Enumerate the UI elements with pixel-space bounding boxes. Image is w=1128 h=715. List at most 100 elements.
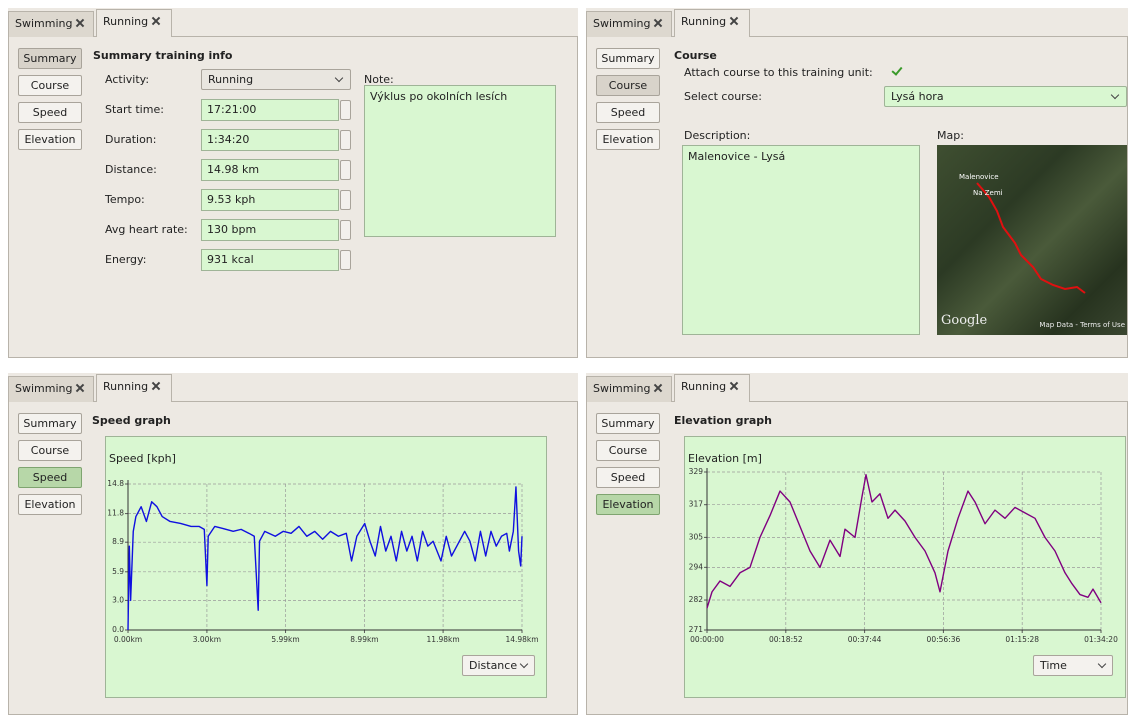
note-box[interactable]: Výklus po okolních lesích bbox=[364, 85, 556, 237]
tab-label: Running bbox=[103, 15, 148, 28]
spin-button[interactable] bbox=[340, 160, 351, 180]
y-tick-label: 329 bbox=[689, 467, 704, 476]
x-tick-label: 01:34:20 bbox=[1084, 635, 1118, 644]
close-icon[interactable] bbox=[76, 19, 84, 27]
x-tick-label: 00:56:36 bbox=[927, 635, 961, 644]
field-label: Energy: bbox=[105, 253, 146, 266]
x-tick-label: 0.00km bbox=[114, 635, 142, 644]
nav-button[interactable]: Course bbox=[18, 75, 82, 96]
field-label: Tempo: bbox=[105, 193, 145, 206]
panel: Summary Course Speed Elevation Elevation gra… bbox=[586, 373, 1128, 715]
dropdown-arrow bbox=[520, 660, 528, 668]
axis-select[interactable]: Time bbox=[1033, 655, 1113, 676]
nav-button[interactable]: Speed bbox=[596, 102, 660, 123]
nav-button[interactable]: Speed bbox=[18, 467, 82, 488]
y-axis-title: Speed [kph] bbox=[109, 452, 176, 465]
close-icon[interactable] bbox=[730, 382, 738, 390]
dropdown-arrow bbox=[335, 74, 343, 82]
close-icon[interactable] bbox=[152, 17, 160, 25]
x-tick-label: 3.00km bbox=[193, 635, 221, 644]
panel-content: Summary Course Speed Elevation Speed graph Sp… bbox=[8, 401, 578, 715]
map-logo: Google bbox=[941, 313, 987, 328]
tab[interactable]: Swimming bbox=[8, 376, 94, 402]
tab[interactable]: Running bbox=[96, 9, 172, 37]
field-label: Distance: bbox=[105, 163, 157, 176]
tab[interactable]: Running bbox=[674, 9, 750, 37]
section-heading: Speed graph bbox=[92, 414, 171, 427]
panel: Summary Course Speed Elevation Course Attach … bbox=[586, 8, 1128, 358]
nav-button[interactable]: Summary bbox=[596, 413, 660, 434]
field-input[interactable]: 931 kcal bbox=[201, 249, 339, 271]
y-tick-label: 11.8 bbox=[107, 509, 124, 518]
field-label: Start time: bbox=[105, 103, 164, 116]
description-box[interactable]: Malenovice - Lysá bbox=[682, 145, 920, 335]
nav-button[interactable]: Elevation bbox=[18, 494, 82, 515]
tab-label: Swimming bbox=[593, 382, 650, 395]
nav-button[interactable]: Summary bbox=[18, 413, 82, 434]
y-tick-label: 282 bbox=[689, 595, 704, 604]
close-icon[interactable] bbox=[654, 19, 662, 27]
tab-label: Running bbox=[681, 380, 726, 393]
field-input[interactable]: 17:21:00 bbox=[201, 99, 339, 121]
spin-button[interactable] bbox=[340, 250, 351, 270]
spin-button[interactable] bbox=[340, 190, 351, 210]
nav-button[interactable]: Summary bbox=[18, 48, 82, 69]
tab[interactable]: Swimming bbox=[8, 11, 94, 37]
nav-button[interactable]: Elevation bbox=[596, 129, 660, 150]
attach-check[interactable] bbox=[891, 64, 902, 76]
axis-select[interactable]: Distance bbox=[462, 655, 535, 676]
y-tick-label: 3.0 bbox=[112, 595, 124, 604]
section-heading: Course bbox=[674, 49, 717, 62]
field-input[interactable]: 9.53 kph bbox=[201, 189, 339, 211]
nav-button[interactable]: Summary bbox=[596, 48, 660, 69]
description-label: Description: bbox=[684, 129, 750, 142]
map-credits[interactable]: Map Data - Terms of Use bbox=[1039, 321, 1125, 329]
nav-button[interactable]: Speed bbox=[596, 467, 660, 488]
map-label: Map: bbox=[937, 129, 964, 142]
tab-label: Swimming bbox=[593, 17, 650, 30]
course-select[interactable]: Lysá hora bbox=[884, 86, 1127, 107]
spin-button[interactable] bbox=[340, 130, 351, 150]
dropdown-arrow bbox=[1111, 91, 1119, 99]
tab[interactable]: Running bbox=[96, 374, 172, 402]
field-input[interactable]: 14.98 km bbox=[201, 159, 339, 181]
panel: Summary Course Speed Elevation Speed graph Sp… bbox=[8, 373, 578, 715]
field-input[interactable]: 130 bpm bbox=[201, 219, 339, 241]
x-tick-label: 00:00:00 bbox=[690, 635, 724, 644]
field-label: Activity: bbox=[105, 73, 149, 86]
y-tick-label: 294 bbox=[689, 562, 704, 571]
y-tick-label: 5.9 bbox=[112, 567, 124, 576]
y-tick-label: 14.8 bbox=[107, 479, 124, 488]
x-tick-label: 8.99km bbox=[350, 635, 378, 644]
close-icon[interactable] bbox=[654, 384, 662, 392]
field-label: Duration: bbox=[105, 133, 156, 146]
nav-button[interactable]: Elevation bbox=[18, 129, 82, 150]
close-icon[interactable] bbox=[76, 384, 84, 392]
close-icon[interactable] bbox=[730, 17, 738, 25]
tab-label: Swimming bbox=[15, 17, 72, 30]
y-tick-label: 317 bbox=[689, 500, 704, 509]
select-label: Select course: bbox=[684, 90, 762, 103]
tab[interactable]: Running bbox=[674, 374, 750, 402]
map-place: Na Zemi bbox=[973, 189, 1003, 197]
nav-button[interactable]: Course bbox=[596, 75, 660, 96]
nav-button[interactable]: Course bbox=[596, 440, 660, 461]
close-icon[interactable] bbox=[152, 382, 160, 390]
field-input[interactable]: 1:34:20 bbox=[201, 129, 339, 151]
attach-label: Attach course to this training unit: bbox=[684, 66, 873, 79]
x-tick-label: 00:37:44 bbox=[848, 635, 882, 644]
nav-button[interactable]: Course bbox=[18, 440, 82, 461]
nav-button[interactable]: Elevation bbox=[596, 494, 660, 515]
x-tick-label: 11.98km bbox=[427, 635, 460, 644]
nav-button[interactable]: Speed bbox=[18, 102, 82, 123]
tab[interactable]: Swimming bbox=[586, 11, 672, 37]
x-tick-label: 01:15:28 bbox=[1005, 635, 1039, 644]
spin-button[interactable] bbox=[340, 100, 351, 120]
section-heading: Elevation graph bbox=[674, 414, 772, 427]
tab[interactable]: Swimming bbox=[586, 376, 672, 402]
spin-button[interactable] bbox=[340, 220, 351, 240]
x-tick-label: 00:18:52 bbox=[769, 635, 803, 644]
activity-select[interactable]: Running bbox=[201, 69, 351, 90]
